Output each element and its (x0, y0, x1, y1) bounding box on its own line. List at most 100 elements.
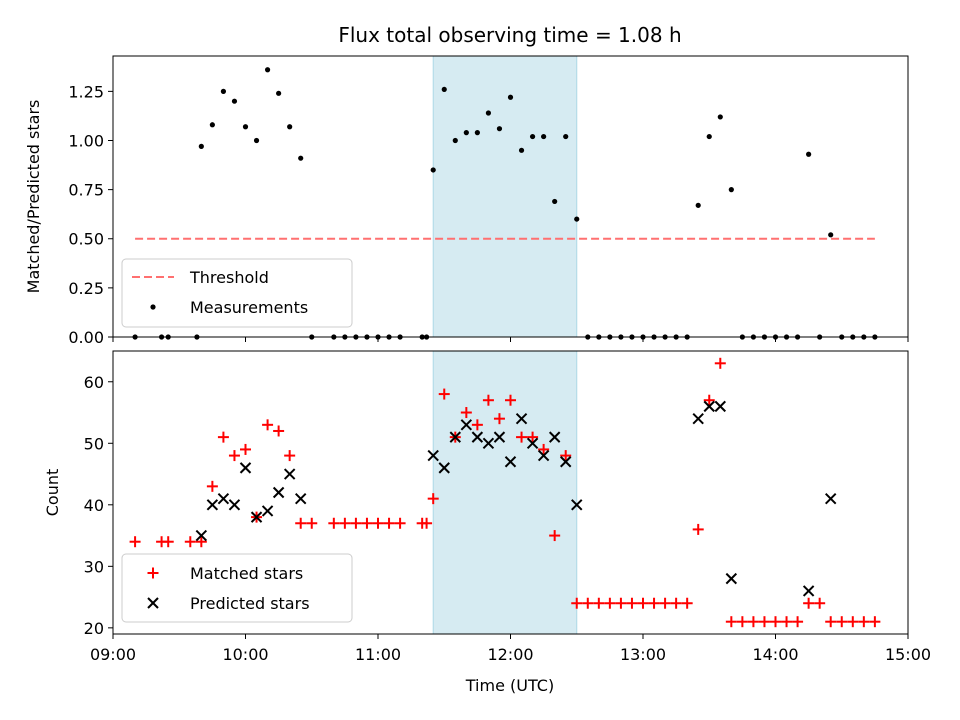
matched-star-point (471, 419, 483, 431)
xtick-label: 10:00 (222, 645, 268, 664)
measurement-point (231, 98, 238, 104)
measurement-point (518, 147, 525, 153)
predicted-star-point (825, 492, 837, 505)
predicted-star-point-b (714, 400, 726, 413)
matched-star-point (703, 394, 715, 406)
top-ytick-label: 1.25 (68, 82, 104, 101)
matched-star-point (372, 517, 384, 529)
predicted-star-point-b (692, 412, 704, 425)
matched-star-point (770, 616, 781, 628)
matched-star-point (736, 616, 748, 628)
predicted-star-point (438, 462, 450, 474)
predicted-star-point-b (515, 412, 528, 425)
predicted-star-point-b (725, 572, 738, 585)
predicted-star-point (449, 431, 461, 443)
measurement-point (242, 124, 249, 130)
predicted-star-point-b (504, 456, 517, 468)
predicted-star-point-b (571, 499, 583, 511)
predicted-star-point (548, 431, 561, 443)
top-ytick-label: 0.50 (68, 230, 104, 249)
predicted-star-point (537, 449, 550, 462)
predicted-star-point-b (239, 462, 252, 474)
matched-star-point (217, 431, 229, 443)
matched-star-point (758, 616, 770, 628)
predicted-star-point (493, 431, 506, 443)
predicted-star-point-b (703, 400, 715, 413)
matched-star-point (792, 616, 804, 628)
measurement-point (287, 124, 293, 130)
predicted-star-point (295, 492, 307, 505)
xtick-label: 12:00 (487, 645, 533, 664)
measurement-point (209, 122, 215, 128)
top-ytick-label: 0.75 (68, 181, 104, 200)
predicted-star-point (526, 437, 539, 449)
measurement-point (276, 90, 282, 96)
predicted-star-point (802, 585, 815, 597)
matched-star-point (383, 517, 395, 529)
top-ytick-label: 0.00 (68, 328, 104, 347)
matched-star-point (747, 616, 759, 628)
matched-star-point (482, 394, 494, 406)
matched-star-point (803, 597, 815, 609)
measurement-point (706, 133, 712, 140)
predicted-star-point (692, 412, 704, 425)
measurement-point (463, 130, 469, 136)
matched-star-point (262, 419, 274, 431)
predicted-star-point (515, 412, 528, 425)
xtick-label: 11:00 (355, 645, 401, 664)
matched-star-point (681, 597, 693, 609)
matched-star-point (295, 517, 307, 529)
top-points (132, 67, 878, 340)
legend-threshold-label: Threshold (189, 268, 269, 287)
legend-predicted-swatch (147, 597, 159, 609)
predicted-star-point-b (560, 456, 572, 468)
measurement-point (574, 216, 580, 222)
predicted-star-point-b (802, 585, 815, 597)
bottom-ytick-label: 30 (84, 557, 104, 576)
matched-star-point (228, 450, 240, 462)
matched-star-point (284, 450, 296, 462)
matched-star-point (460, 407, 472, 419)
matched-star-point (328, 517, 340, 529)
top-legend (121, 258, 353, 328)
predicted-star-point (571, 499, 583, 511)
predicted-star-point (714, 400, 726, 413)
predicted-star-point (283, 468, 296, 480)
predicted-star-point (261, 505, 274, 517)
matched-star-point (184, 536, 196, 548)
predicted-star-point (228, 499, 241, 511)
predicted-star-point (471, 431, 484, 443)
measurement-point (828, 232, 834, 238)
measurement-point (485, 110, 492, 116)
matched-star-point (571, 597, 583, 609)
predicted-star-point-b (250, 511, 263, 523)
matched-star-point (648, 597, 660, 609)
matched-star-point (516, 431, 528, 443)
top-ylabel: Matched/Predicted stars (24, 100, 43, 294)
matched-star-point (692, 523, 704, 535)
predicted-star-point (272, 486, 285, 499)
predicted-star-point (239, 462, 252, 474)
top-ytick-label: 0.25 (68, 279, 104, 298)
measurement-point (717, 114, 723, 120)
predicted-star-point (195, 529, 208, 542)
measurement-point (541, 133, 547, 140)
predicted-star-point-b (825, 492, 837, 505)
measurement-point (298, 155, 304, 161)
matched-star-point (273, 425, 285, 437)
predicted-star-point-b (295, 492, 307, 505)
matched-star-point (361, 517, 373, 529)
predicted-star-point (427, 449, 439, 462)
measurement-point (441, 86, 447, 93)
legend-predicted-swatch-b (147, 597, 159, 609)
predicted-star-point (560, 456, 572, 468)
matched-star-point (659, 597, 671, 609)
matched-star-point (438, 388, 450, 400)
xtick-label: 09:00 (90, 645, 136, 664)
bottom-legend (121, 553, 353, 623)
matched-star-point (560, 450, 572, 462)
predicted-star-point (725, 572, 738, 585)
measurement-point (452, 137, 458, 144)
matched-star-point (825, 616, 837, 628)
